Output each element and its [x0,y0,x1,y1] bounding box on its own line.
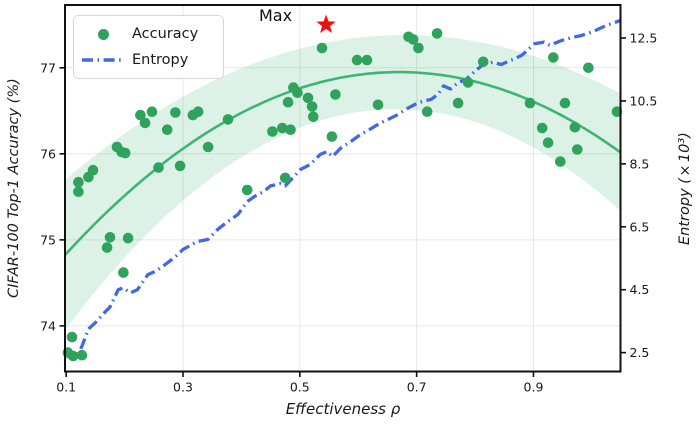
accuracy-point [146,106,158,117]
y-tick-label-right: 12.5 [630,31,658,46]
accuracy-point [559,97,571,109]
y-tick-label-left: 76 [40,146,56,161]
legend: Accuracy Entropy [73,15,224,79]
accuracy-point [122,232,134,244]
accuracy-point [135,109,146,121]
accuracy-point [174,160,186,172]
accuracy-point [572,144,583,155]
accuracy-point [222,114,234,125]
x-tick-label: 0.5 [290,380,310,395]
accuracy-point [153,162,164,173]
entropy-dashdot-icon [74,56,132,64]
accuracy-point [326,131,338,142]
max-star-icon [316,14,336,33]
y-tick-label-left: 77 [40,60,56,75]
accuracy-point [104,232,116,243]
y-tick-label-right: 6.5 [630,219,650,234]
accuracy-point [524,97,536,109]
accuracy-point [330,89,341,100]
x-tick-label: 0.9 [524,380,544,395]
confidence-band [65,35,620,330]
accuracy-point [192,106,204,117]
accuracy-point [292,87,303,99]
accuracy-point [73,176,84,188]
accuracy-point [279,172,291,184]
entropy-line [64,19,621,360]
accuracy-point [119,147,131,159]
accuracy-point [536,122,548,134]
accuracy-point [202,141,214,153]
accuracy-point [407,34,419,45]
accuracy-point [101,242,113,253]
y-tick-label-right: 2.5 [630,345,650,360]
accuracy-point [431,28,443,39]
accuracy-point [267,126,278,137]
accuracy-point [413,42,424,54]
legend-entry-accuracy: Accuracy [74,21,223,47]
accuracy-point [170,107,181,118]
accuracy-point [548,52,559,63]
accuracy-point [583,62,594,74]
accuracy-point [308,111,319,123]
x-axis-label: Effectiveness ρ [285,400,401,418]
accuracy-point [302,92,314,104]
y-tick-label-right: 4.5 [630,282,650,297]
accuracy-point [555,156,566,167]
accuracy-point [462,77,474,88]
accuracy-point [282,96,294,108]
accuracy-point [139,117,151,129]
legend-label-accuracy: Accuracy [132,25,199,42]
accuracy-point [285,124,296,135]
legend-label-entropy: Entropy [132,51,189,68]
y-axis-label-right: Entropy (×10³) [677,132,693,245]
y-tick-label-right: 10.5 [630,93,658,108]
y-tick-label-right: 8.5 [630,156,650,171]
accuracy-point [306,101,318,112]
accuracy-point [161,124,173,135]
accuracy-point [361,54,373,66]
y-axis-label-left: CIFAR-100 Top-1 Accuracy (%) [6,78,22,299]
x-tick-label: 0.3 [173,380,193,395]
accuracy-point [316,42,328,54]
accuracy-point [87,164,99,176]
accuracy-point [241,184,253,196]
max-annotation-label: Max [259,6,293,25]
legend-entry-entropy: Entropy [74,47,223,73]
accuracy-point [421,106,433,117]
accuracy-point [277,122,288,134]
accuracy-point [542,137,554,148]
accuracy-point [66,331,78,343]
y-tick-label-left: 75 [40,232,56,247]
axes-spines [64,4,622,373]
y-tick-label-left: 74 [40,318,56,333]
accuracy-point [73,186,84,197]
accuracy-point [372,99,384,111]
accuracy-point [569,121,581,133]
accuracy-point [477,56,489,68]
accuracy-dot-icon [74,28,132,40]
accuracy-point [118,267,129,278]
accuracy-point [76,349,88,361]
x-tick-label: 0.1 [56,380,76,395]
accuracy-point [452,97,464,109]
accuracy-point [351,54,363,66]
x-tick-label: 0.7 [407,380,427,395]
accuracy-point [67,350,79,362]
